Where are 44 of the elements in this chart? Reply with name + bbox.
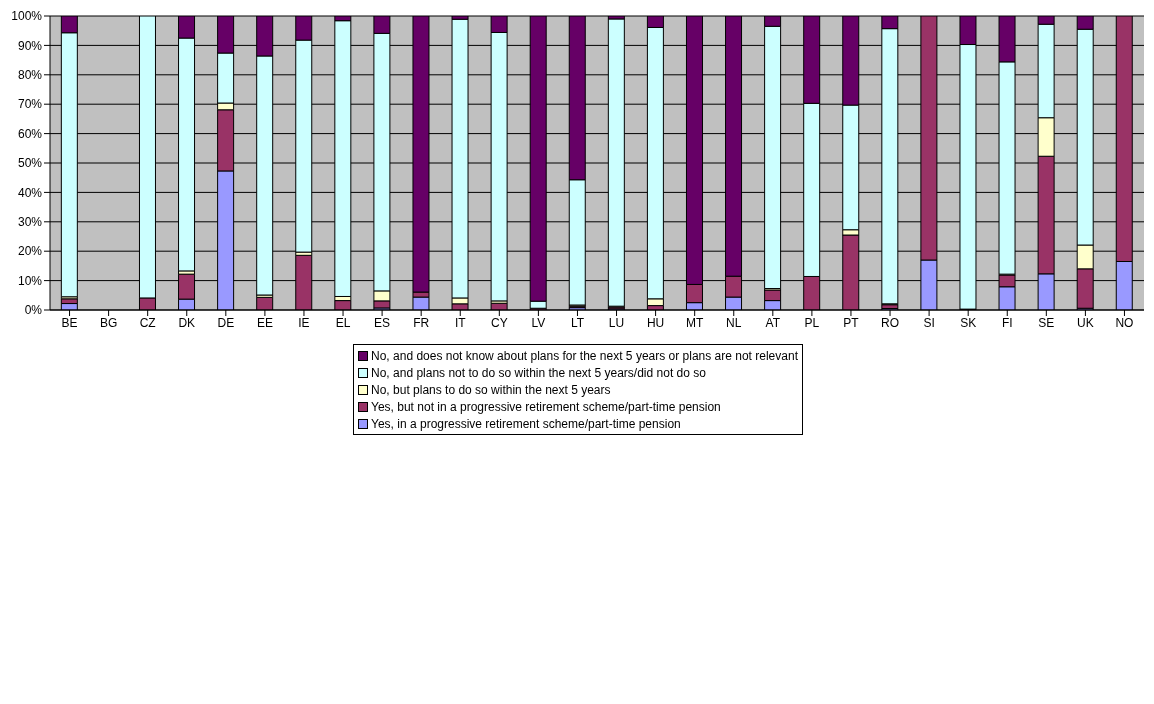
x-tick-label: ES: [374, 315, 391, 330]
legend-label: No, and plans not to do so within the next 5 years/did not do so: [371, 365, 706, 380]
x-tick-label: PL: [804, 315, 820, 330]
y-tick-label: 40%: [17, 185, 43, 200]
y-tick-label: 90%: [17, 38, 43, 53]
y-tick-label: 20%: [17, 244, 43, 259]
y-tick-label: 60%: [17, 126, 43, 141]
x-tick-label: FR: [413, 315, 430, 330]
x-tick-label: NO: [1115, 315, 1134, 330]
x-tick-label: FI: [1001, 315, 1013, 330]
y-tick-label: 80%: [17, 68, 43, 83]
x-tick-label: CZ: [139, 315, 156, 330]
x-tick-label: LU: [608, 315, 625, 330]
x-tick-label: EL: [335, 315, 351, 330]
x-tick-label: SK: [960, 315, 977, 330]
x-tick-label: IT: [454, 315, 467, 330]
x-tick-label: IE: [298, 315, 310, 330]
x-tick-label: NL: [726, 315, 742, 330]
x-tick-label: AT: [765, 315, 781, 330]
legend-label: Yes, in a progressive retirement scheme/part-time pension: [371, 416, 681, 431]
y-tick-label: 0%: [24, 303, 43, 318]
x-tick-label: HU: [646, 315, 665, 330]
x-tick-label: CY: [490, 315, 508, 330]
x-tick-label: LT: [570, 315, 585, 330]
x-tick-label: DK: [178, 315, 196, 330]
x-tick-label: EE: [256, 315, 273, 330]
y-tick-label: 30%: [17, 215, 43, 230]
legend-label: No, and does not know about plans for the next 5 years or plans are not relevant: [371, 348, 798, 363]
x-tick-label: SI: [923, 315, 935, 330]
y-tick-label: 100%: [11, 9, 43, 24]
x-tick-label: SE: [1038, 315, 1055, 330]
legend-label: No, but plans to do so within the next 5 years: [371, 382, 611, 397]
y-tick-label: 50%: [17, 156, 43, 171]
x-tick-label: PT: [843, 315, 860, 330]
x-tick-label: MT: [686, 315, 705, 330]
x-tick-label: RO: [881, 315, 900, 330]
x-tick-label: LV: [531, 315, 546, 330]
y-tick-label: 70%: [17, 97, 43, 112]
legend-label: Yes, but not in a progressive retirement scheme/part-time pension: [371, 399, 721, 414]
x-tick-label: BG: [99, 315, 118, 330]
x-tick-label: BE: [61, 315, 78, 330]
x-tick-label: DE: [217, 315, 235, 330]
y-tick-label: 10%: [17, 273, 43, 288]
x-tick-label: UK: [1077, 315, 1094, 330]
